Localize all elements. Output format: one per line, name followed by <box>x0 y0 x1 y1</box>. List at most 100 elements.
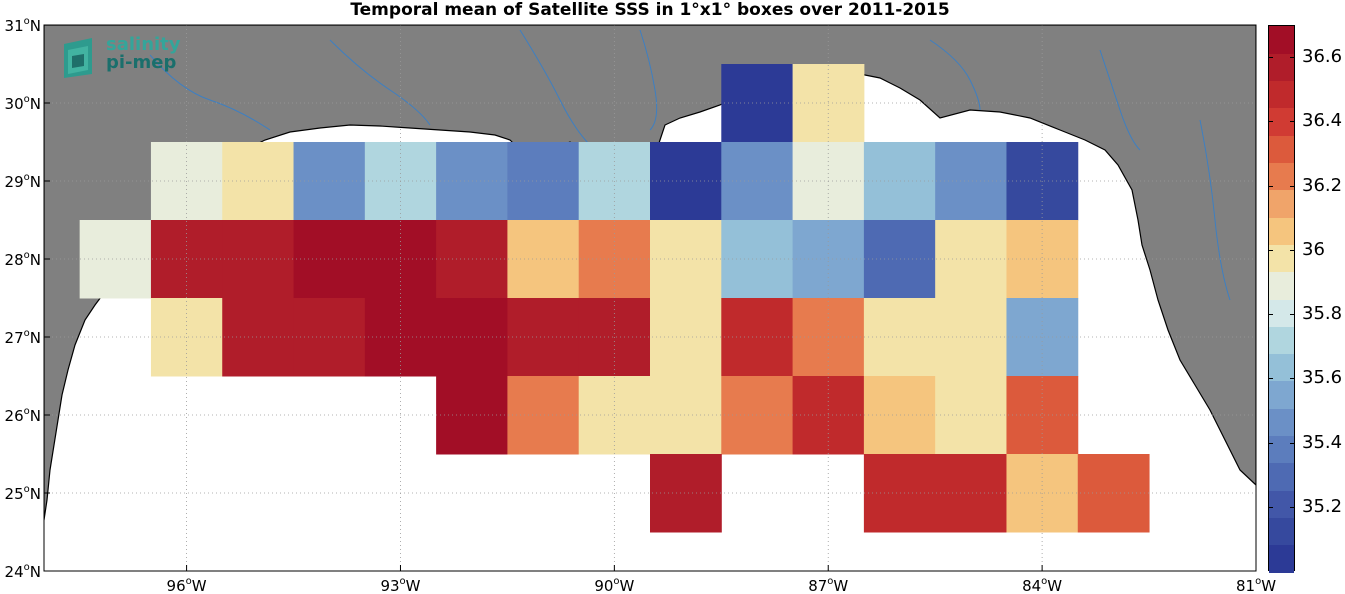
map-title: Temporal mean of Satellite SSS in 1°x1° … <box>350 0 950 20</box>
salinity-cell <box>507 298 580 377</box>
salinity-cell <box>650 220 722 299</box>
graticule <box>44 25 1256 571</box>
colorbar-tick <box>1268 442 1273 444</box>
colorbar-segment <box>1269 189 1294 218</box>
colorbar-segment <box>1269 53 1294 82</box>
colorbar-segment <box>1269 517 1294 546</box>
river <box>1099 49 1141 151</box>
salinity-cell <box>650 376 722 455</box>
river <box>149 54 271 131</box>
salinity-cell <box>863 298 936 377</box>
latitude-label: 27oN <box>5 328 41 347</box>
latitude-label: 25oN <box>5 484 41 503</box>
colorbar-segment <box>1269 244 1294 273</box>
longitude-label: 93oW <box>380 576 420 594</box>
longitude-labels: 96oW 93oW 90oW 87oW 84oW 81oW <box>167 565 1276 594</box>
salinity-cell <box>150 220 223 299</box>
colorbar-tick-label: 35.2 <box>1302 495 1343 517</box>
salinity-cell <box>650 142 722 221</box>
logo-text-pi-mep: pi-mep <box>106 52 177 73</box>
colorbar-tick <box>1268 185 1273 187</box>
colorbar-tick <box>1290 185 1295 187</box>
salinity-cells-layer <box>79 64 1150 533</box>
colorbar-segment <box>1269 135 1294 164</box>
salinity-cell <box>935 298 1007 377</box>
colorbar <box>1268 25 1295 573</box>
colorbar-tick <box>1290 506 1295 508</box>
salinity-cell <box>650 454 722 533</box>
colorbar-segment <box>1269 326 1294 355</box>
river <box>1199 119 1231 301</box>
colorbar-tick-label: 36.2 <box>1302 174 1343 196</box>
latitude-label: 29oN <box>5 172 41 191</box>
logo-text-salinity: salinity <box>106 34 181 55</box>
salinity-cell <box>721 298 794 377</box>
colorbar-segment <box>1269 271 1294 300</box>
latitude-label: 28oN <box>5 250 41 269</box>
colorbar-tick <box>1268 57 1273 59</box>
salinity-cell <box>1077 454 1150 533</box>
river <box>329 39 431 126</box>
colorbar-tick <box>1290 442 1295 444</box>
longitude-label: 96oW <box>167 576 207 594</box>
salinity-cell <box>293 298 366 377</box>
colorbar-segment <box>1269 26 1294 54</box>
salinity-cell <box>507 142 580 221</box>
colorbar-tick <box>1290 121 1295 123</box>
longitude-label: 81oW <box>1236 576 1276 594</box>
river <box>639 29 658 131</box>
salinity-cell <box>293 142 366 221</box>
colorbar-tick-label: 36.4 <box>1302 110 1343 132</box>
colorbar-tick <box>1290 378 1295 380</box>
salinity-cell <box>863 376 936 455</box>
salinity-pi-mep-logo: salinity pi-mep <box>62 34 212 84</box>
salinity-cell <box>935 454 1007 533</box>
salinity-cell <box>935 376 1007 455</box>
colorbar-segment <box>1269 217 1294 245</box>
latitude-label: 31oN <box>5 16 41 35</box>
latitude-label: 30oN <box>5 94 41 113</box>
latitude-label: 26oN <box>5 406 41 425</box>
colorbar-segment <box>1269 80 1294 109</box>
latitude-label: 24oN <box>5 562 41 581</box>
colorbar-segment <box>1269 299 1294 327</box>
colorbar-tick <box>1268 378 1273 380</box>
colorbar-segment <box>1269 490 1294 518</box>
plot-frame <box>43 24 1257 572</box>
salinity-cell <box>721 64 794 143</box>
colorbar-tick-label: 35.6 <box>1302 367 1343 389</box>
salinity-cell <box>935 142 1007 221</box>
salinity-cell <box>863 142 936 221</box>
colorbar-segment <box>1269 353 1294 382</box>
salinity-cell <box>578 220 651 299</box>
colorbar-segment <box>1269 544 1294 573</box>
colorbar-segment <box>1269 107 1294 136</box>
colorbar-segment <box>1269 408 1294 437</box>
colorbar-segment <box>1269 380 1294 409</box>
salinity-cell <box>1006 220 1079 299</box>
colorbar-tick <box>1290 57 1295 59</box>
salinity-cell <box>650 298 722 377</box>
salinity-cell <box>721 220 794 299</box>
salinity-cell <box>721 142 794 221</box>
colorbar-tick <box>1268 121 1273 123</box>
salinity-cell <box>578 376 651 455</box>
longitude-label: 87oW <box>808 576 848 594</box>
colorbar-tick <box>1268 506 1273 508</box>
colorbar-segment <box>1269 162 1294 191</box>
salinity-cell <box>293 220 366 299</box>
salinity-cell <box>721 376 794 455</box>
salinity-cell <box>1006 376 1079 455</box>
salinity-cell <box>507 376 580 455</box>
salinity-cell <box>222 220 295 299</box>
salinity-cell <box>222 298 295 377</box>
colorbar-segment <box>1269 435 1294 464</box>
river <box>519 29 591 146</box>
colorbar-tick <box>1268 314 1273 316</box>
salinity-cell <box>222 142 295 221</box>
longitude-label: 90oW <box>594 576 634 594</box>
longitude-label: 84oW <box>1022 576 1062 594</box>
colorbar-tick <box>1290 249 1295 251</box>
latitude-labels: 24oN 25oN 26oN 27oN 28oN 29oN 30oN 31oN <box>5 16 50 581</box>
